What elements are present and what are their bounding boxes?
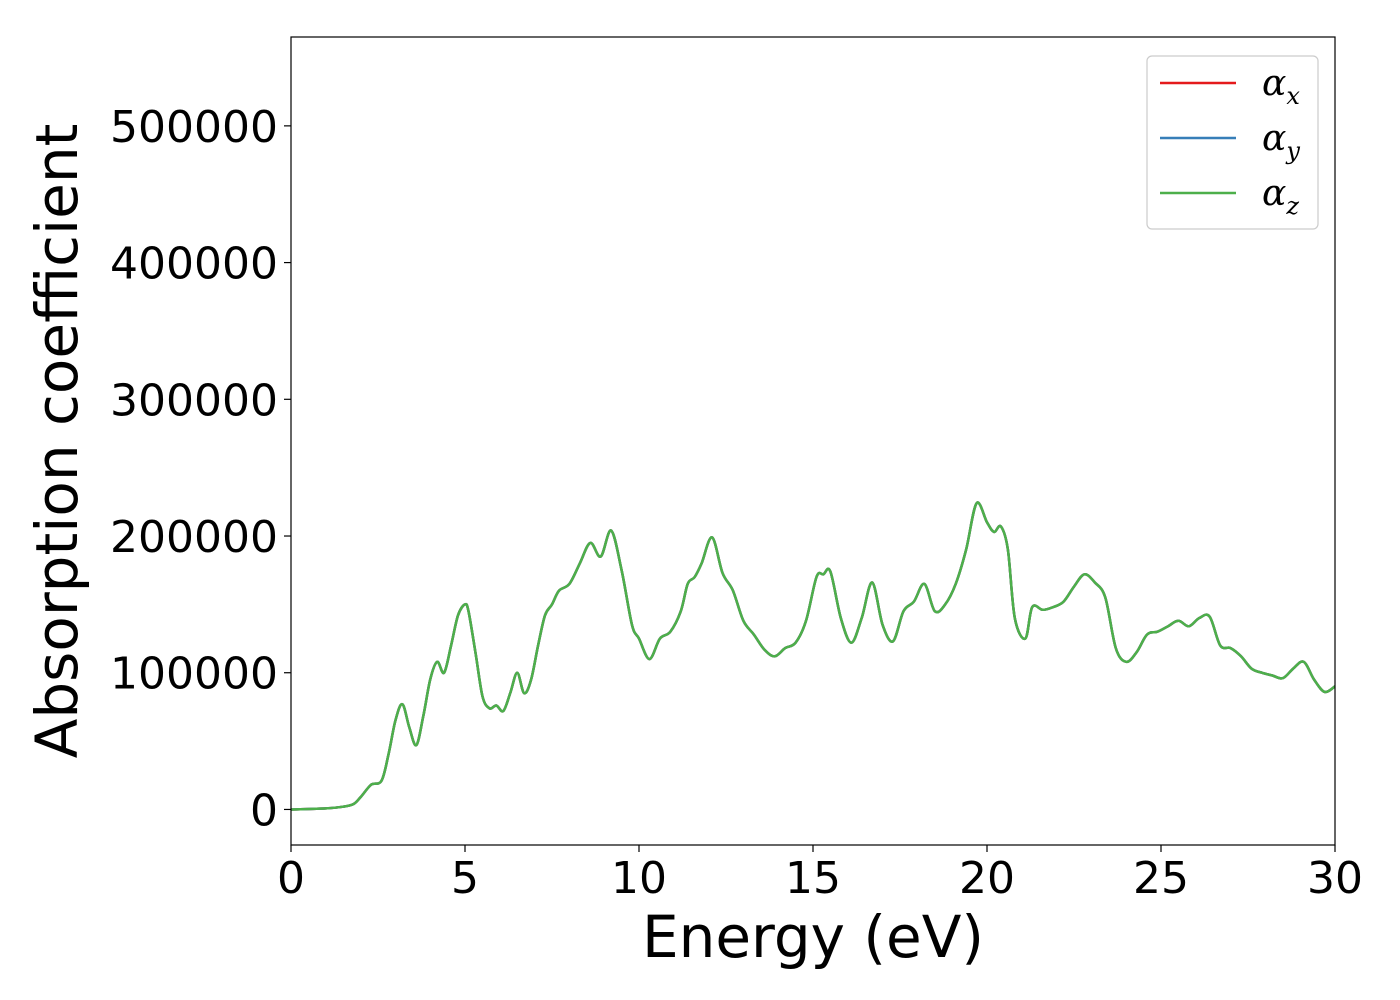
series-layer — [290, 501, 1336, 811]
legend-label-alpha-x: αx — [1262, 63, 1300, 110]
legend-label-alpha-y: αy — [1262, 118, 1300, 165]
x-tick-label: 5 — [451, 853, 479, 904]
legend-label-alpha-z: αz — [1262, 173, 1299, 220]
x-tick-label: 10 — [611, 853, 667, 904]
x-tick-label: 15 — [785, 853, 841, 904]
y-tick-label: 500000 — [110, 102, 278, 153]
y-tick-label: 400000 — [110, 239, 278, 290]
y-tick-label: 300000 — [110, 375, 278, 426]
x-tick-label: 30 — [1307, 853, 1363, 904]
y-tick-label: 200000 — [110, 512, 278, 563]
y-tick-label: 0 — [250, 785, 278, 836]
x-tick-label: 20 — [959, 853, 1015, 904]
x-tick-label: 0 — [277, 853, 305, 904]
series-alpha-z-line — [290, 501, 1336, 811]
x-axis-label: Energy (eV) — [642, 903, 984, 971]
legend-box — [1146, 55, 1319, 230]
legend: αx αy αz — [1146, 55, 1319, 230]
y-tick-label: 100000 — [110, 649, 278, 700]
x-axis-ticks: 0 5 10 15 20 25 30 — [277, 845, 1363, 904]
y-axis-ticks: 0 100000 200000 300000 400000 500000 — [110, 102, 291, 836]
y-axis-label: Absorption coefficient — [23, 124, 91, 759]
x-tick-label: 25 — [1133, 853, 1189, 904]
